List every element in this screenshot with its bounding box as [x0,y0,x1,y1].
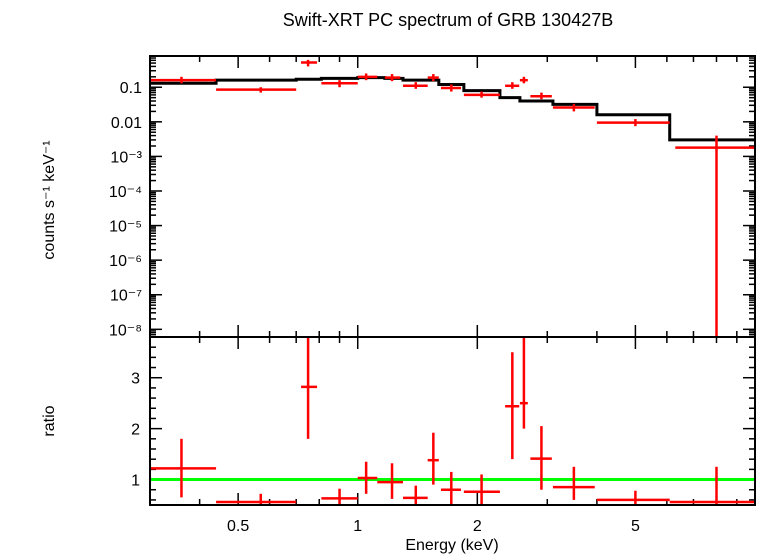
data-point [384,74,401,82]
data-point [321,80,358,88]
data-point [216,493,297,505]
x-tick-label: 2 [473,518,482,535]
y-tick-label: 0.1 [120,80,142,97]
data-point [321,488,358,505]
data-point [377,463,403,499]
spectrum-panel: 0.1 0.01 10⁻³ 10⁻⁴ 10⁻⁵ 10⁻⁶ 10⁻⁷ 10⁻⁸ counts s… [41,55,756,339]
x-tick-label: 5 [631,518,640,535]
y-tick-label: 10⁻³ [110,149,142,166]
data-point [402,485,428,505]
y-tick-label: 10⁻⁷ [110,288,142,305]
data-point [427,432,439,485]
data-point [669,466,755,505]
data-point [530,426,552,490]
data-point [552,103,595,112]
data-point [463,91,500,98]
ratio-data-series [150,337,755,505]
data-point [357,461,378,494]
x-tick-label: 1 [353,518,362,535]
y-tick-label: 3 [131,371,140,388]
data-point [596,119,670,127]
ratio-y-axis-label: ratio [41,405,58,436]
data-point [427,74,439,82]
x-tick-label: 0.5 [227,518,249,535]
spectrum-data-series [150,59,755,337]
x-axis-label: Energy (keV) [405,537,498,554]
ratio-panel: 1 2 3 0.5 1 2 5 ratio [41,336,756,535]
data-point [675,135,755,337]
y-tick-label: 0.01 [111,115,142,132]
spectrum-y-ticks: 0.1 0.01 10⁻³ 10⁻⁴ 10⁻⁵ 10⁻⁶ 10⁻⁷ 10⁻⁸ [109,55,755,339]
data-point [596,490,670,505]
data-point [463,474,500,505]
data-point [150,438,217,498]
data-point [301,59,318,67]
y-tick-label: 10⁻⁵ [109,219,142,236]
data-point [505,82,520,89]
data-point [440,84,462,92]
spectrum-frame [149,55,756,338]
data-point [357,73,378,81]
data-point [552,466,595,500]
data-point [150,76,217,84]
y-tick-label: 10⁻⁶ [109,253,142,270]
data-point [519,337,528,429]
y-tick-label: 10⁻⁴ [109,184,142,201]
data-point [440,471,462,505]
data-point [216,87,297,93]
data-point [505,352,520,460]
y-tick-label: 10⁻⁸ [109,322,142,339]
spectrum-x-ticks [149,56,756,337]
spectrum-y-axis-label: counts s⁻¹ keV⁻¹ [41,140,58,259]
y-tick-label: 2 [131,422,140,439]
ratio-frame [149,336,756,506]
chart-title: Swift-XRT PC spectrum of GRB 130427B [283,10,613,30]
data-point [519,76,528,84]
data-point [301,337,318,439]
data-point [530,92,552,100]
data-point [402,82,428,89]
ratio-y-ticks: 1 2 3 [131,336,755,501]
y-tick-label: 1 [131,473,140,490]
